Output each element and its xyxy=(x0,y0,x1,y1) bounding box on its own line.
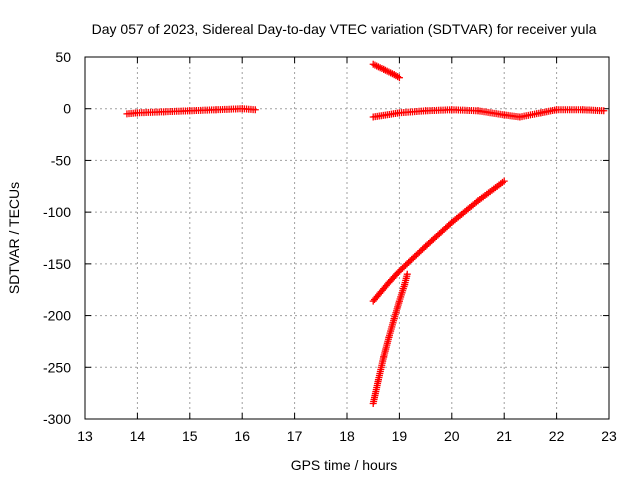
y-tick-label: -200 xyxy=(43,308,71,324)
x-tick-label: 19 xyxy=(392,428,408,444)
data-track-1 xyxy=(123,105,259,118)
data-points xyxy=(123,60,608,407)
chart-title: Day 057 of 2023, Sidereal Day-to-day VTE… xyxy=(92,21,597,37)
x-tick-label: 20 xyxy=(444,428,460,444)
x-tick-label: 15 xyxy=(182,428,198,444)
x-tick-label: 18 xyxy=(339,428,355,444)
data-point xyxy=(600,107,608,115)
plot-frame xyxy=(84,56,610,420)
y-tick-label: 50 xyxy=(55,49,71,65)
data-point xyxy=(403,270,411,278)
y-tick-label: -300 xyxy=(43,411,71,427)
data-track-2 xyxy=(369,60,403,82)
y-tick-label: -250 xyxy=(43,359,71,375)
x-tick-label: 21 xyxy=(496,428,512,444)
data-point xyxy=(395,74,403,82)
y-tick-label: -150 xyxy=(43,256,71,272)
y-tick-label: 0 xyxy=(63,101,71,117)
x-tick-labels: 13 14 15 16 17 18 19 20 21 22 23 xyxy=(77,428,617,444)
data-point xyxy=(251,106,259,114)
y-tick-label: -50 xyxy=(51,152,71,168)
y-tick-labels: -300 -250 -200 -150 -100 -50 0 50 xyxy=(43,49,71,427)
x-tick-label: 16 xyxy=(234,428,250,444)
x-tick-label: 22 xyxy=(549,428,565,444)
data-track-4 xyxy=(369,177,508,305)
x-tick-label: 17 xyxy=(287,428,303,444)
data-track-3 xyxy=(369,106,608,121)
x-tick-label: 14 xyxy=(130,428,146,444)
x-tick-label: 23 xyxy=(601,428,617,444)
grid xyxy=(84,56,610,420)
data-track-5 xyxy=(369,270,411,407)
x-tick-label: 13 xyxy=(77,428,93,444)
y-tick-label: -100 xyxy=(43,204,71,220)
y-axis-label: SDTVAR / TECUs xyxy=(6,182,22,294)
data-point xyxy=(500,177,508,185)
x-axis-label: GPS time / hours xyxy=(291,457,398,473)
